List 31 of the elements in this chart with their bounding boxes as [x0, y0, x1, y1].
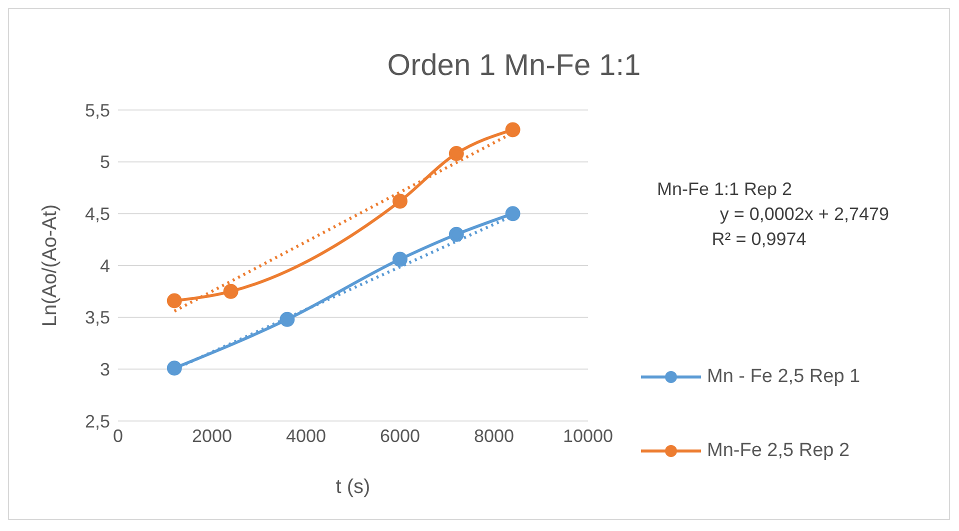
point — [392, 252, 408, 267]
legend-label: Mn-Fe 2,5 Rep 2 — [707, 440, 850, 462]
y-tick-label: 2,5 — [84, 411, 110, 432]
y-tick-label: 4 — [100, 256, 110, 276]
point — [448, 226, 464, 242]
x-tick-label: 8000 — [474, 426, 514, 446]
chart-title: Orden 1 Mn-Fe 1:1 — [386, 49, 642, 83]
text: Mn-Fe 1:1 Rep 2 — [656, 178, 794, 201]
text: R² = 0,9974 — [710, 228, 808, 251]
x-tick-label: 6000 — [380, 426, 420, 446]
y-tick-label: 4,5 — [84, 204, 110, 224]
x-axis-title: t (s) — [336, 476, 370, 498]
point — [166, 360, 182, 376]
x-tick-label: 2000 — [192, 426, 232, 446]
point — [448, 146, 464, 162]
x-tick-label: 10000 — [562, 426, 614, 446]
legend-label: Mn - Fe 2,5 Rep 1 — [707, 366, 860, 388]
y-tick-label: 3,5 — [84, 308, 110, 328]
point — [280, 312, 295, 327]
point — [505, 206, 520, 222]
point — [505, 122, 520, 138]
point — [166, 293, 182, 308]
x-tick-label: 0 — [112, 426, 124, 446]
point — [223, 284, 238, 299]
y-axis-title: Ln(Ao/(Ao-At) — [39, 204, 62, 327]
y-tick-label: 5 — [100, 152, 110, 172]
point — [392, 194, 408, 209]
x-tick-label: 4000 — [286, 426, 326, 446]
y-tick-label: 3 — [100, 360, 110, 380]
text: y = 0,0002x + 2,7479 — [718, 203, 889, 226]
y-tick-label: 5,5 — [84, 100, 110, 120]
